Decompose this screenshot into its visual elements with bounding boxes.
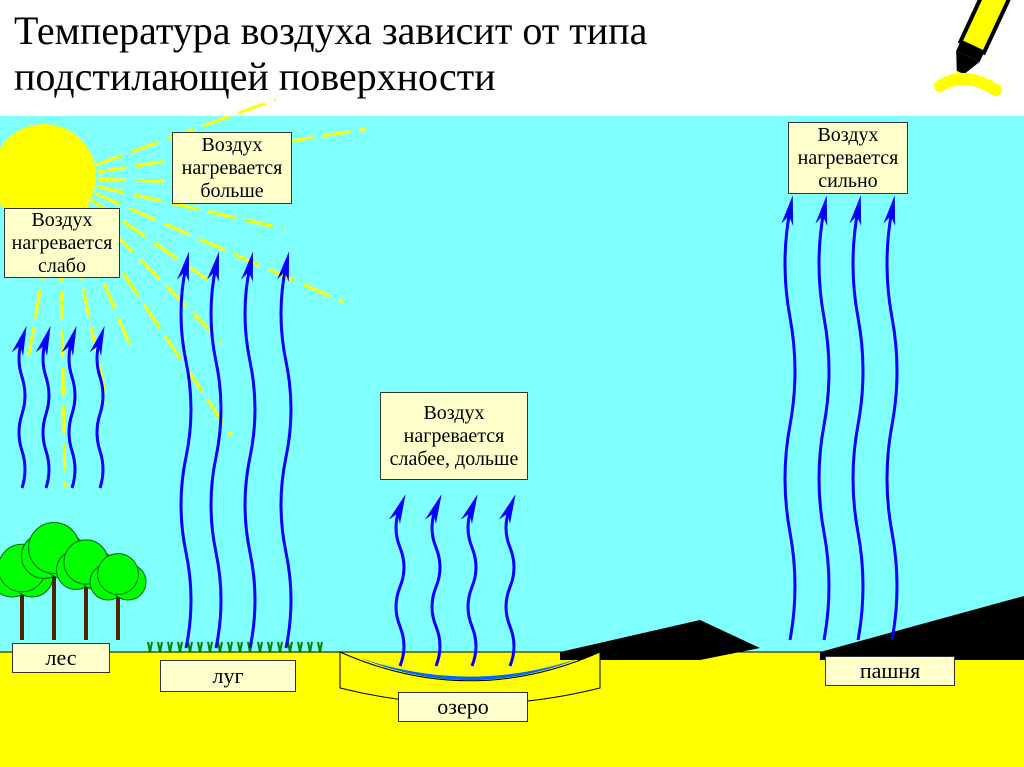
label-surface-meadow: луг (160, 660, 296, 692)
highlighter-icon (924, 0, 1024, 96)
page-title: Температура воздуха зависит от типа подс… (14, 8, 647, 100)
label-heat-slower: Воздух нагревается слабее, дольше (380, 392, 528, 480)
title-line-2: подстилающей поверхности (14, 54, 647, 100)
label-heat-strong: Воздух нагревается сильно (788, 122, 908, 194)
label-heat-more: Воздух нагревается больше (172, 132, 292, 204)
label-surface-lake: озеро (398, 692, 528, 722)
label-heat-weak: Воздух нагревается слабо (4, 208, 120, 278)
sky-region (0, 116, 1024, 652)
title-line-1: Температура воздуха зависит от типа (14, 8, 647, 54)
label-surface-plough: пашня (825, 656, 955, 686)
label-surface-forest: лес (12, 643, 110, 673)
